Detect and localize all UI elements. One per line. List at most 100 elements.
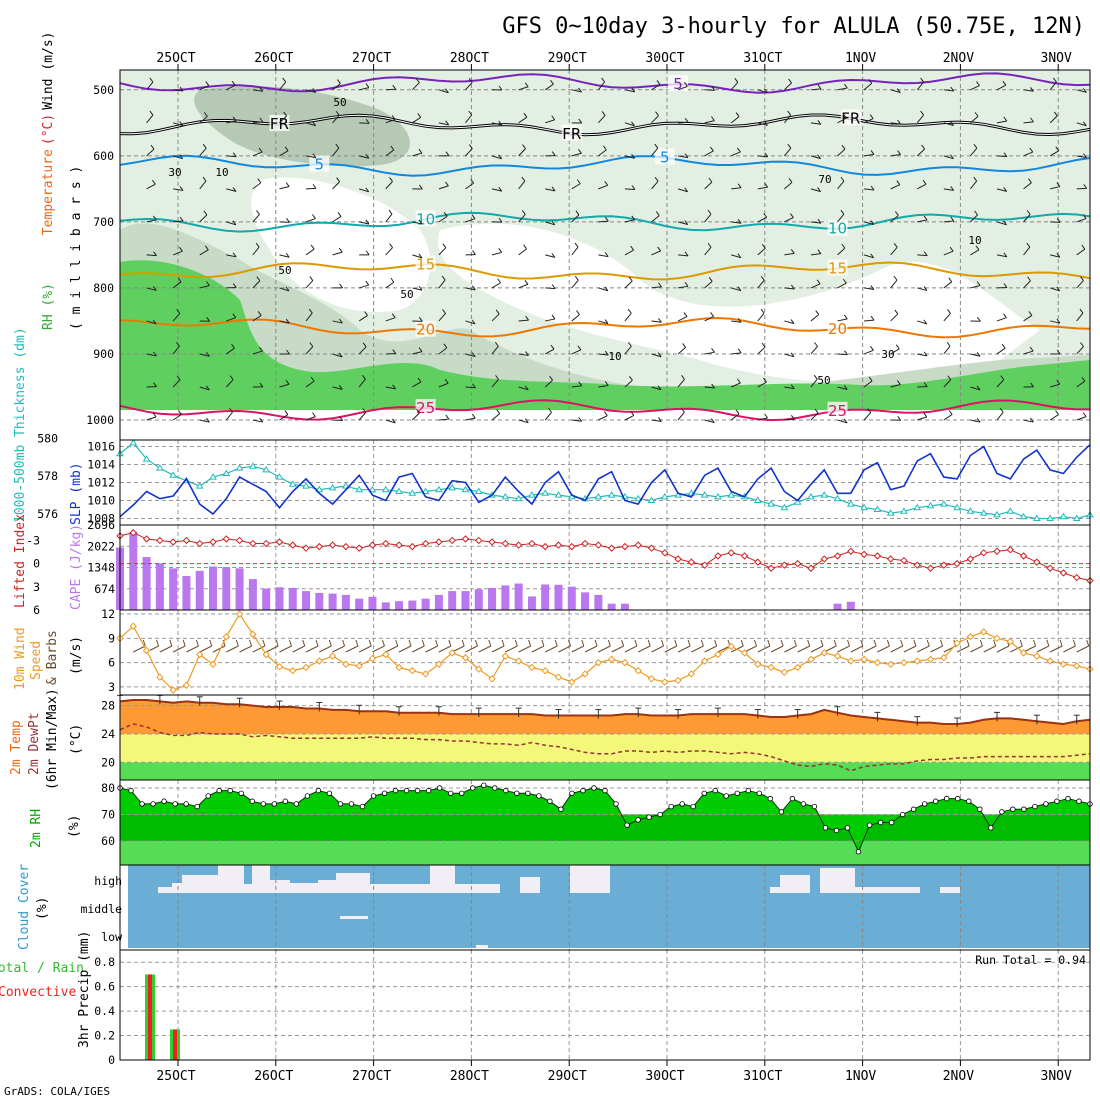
wind-barb	[651, 250, 661, 256]
wind-barb	[518, 180, 526, 190]
wind-barb-flag	[1028, 311, 1033, 316]
isotherm-label: 5	[315, 155, 325, 173]
wind-barb-flag	[524, 385, 529, 391]
li-marker	[461, 535, 470, 543]
wind-speed-marker	[501, 652, 510, 660]
surface-wind-barb	[1049, 645, 1063, 653]
thickness-marker	[342, 482, 350, 489]
rh-marker	[392, 787, 399, 794]
surface-wind-barb	[292, 645, 305, 653]
li-marker	[196, 539, 204, 548]
surface-wind-barb	[358, 645, 372, 653]
wind-barb-flag	[392, 349, 397, 354]
rh-marker	[921, 801, 928, 807]
thickness-marker	[275, 473, 284, 480]
wind-barb-flag	[1029, 147, 1034, 153]
li-marker	[262, 539, 270, 548]
wind-barb-flag	[683, 312, 688, 317]
wind-barb	[943, 379, 952, 388]
wind-barb-flag	[232, 252, 237, 258]
rh-marker	[1076, 798, 1082, 804]
surface-wind-barb	[412, 645, 425, 653]
y-tick-left: -3	[26, 533, 40, 547]
surface-wind-barb-flag	[1046, 639, 1050, 647]
band-below-60	[120, 841, 1090, 865]
high-cloud-gap	[410, 884, 430, 893]
wind-barb	[279, 414, 289, 421]
cape-bar	[567, 586, 576, 610]
surface-wind-barb	[425, 645, 438, 653]
wind-barb-flag	[655, 111, 659, 117]
high-cloud-gap	[520, 877, 540, 893]
surface-wind-barb-flag	[275, 639, 279, 647]
wind-barb	[810, 346, 818, 355]
wind-barb	[571, 349, 582, 355]
wind-barb-flag	[790, 284, 795, 290]
thickness-marker	[979, 509, 988, 516]
wind-barb-flag	[843, 83, 848, 89]
wind-barb-flag	[205, 81, 210, 86]
wind-speed-marker	[395, 663, 403, 672]
rh-marker	[492, 785, 498, 791]
wind-barb-flag	[975, 245, 980, 251]
wind-barb	[1076, 89, 1087, 93]
wind-barb	[810, 253, 821, 256]
wind-barb-flag	[551, 220, 556, 226]
wind-barb-flag	[417, 113, 422, 118]
high-cloud-gap	[455, 884, 500, 893]
surface-wind-barb	[518, 645, 531, 653]
thickness-marker	[886, 509, 895, 516]
wind-barb-flag	[337, 79, 341, 84]
contour-label-bg	[415, 399, 436, 416]
wind-barb-flag	[684, 82, 688, 87]
wind-barb	[597, 81, 605, 91]
surface-wind-barb	[863, 645, 877, 653]
wind-barb	[651, 147, 659, 157]
rh-marker	[359, 803, 366, 810]
li-marker	[780, 561, 789, 569]
wind-speed-marker	[727, 642, 735, 651]
wind-barb-flag	[893, 275, 898, 281]
wind-barb-flag	[551, 253, 556, 258]
thickness-marker	[355, 485, 364, 493]
wind-barb-flag	[790, 319, 795, 324]
wind-barb	[837, 247, 846, 256]
rh-marker	[172, 801, 178, 807]
wind-barb-flag	[841, 243, 846, 249]
wind-barb-flag	[788, 178, 793, 183]
wind-barb-flag	[737, 147, 741, 153]
wind-barb	[1076, 155, 1087, 159]
cape-bar	[408, 600, 417, 610]
thickness-marker	[1006, 507, 1015, 514]
wind-barb	[784, 217, 794, 223]
high-cloud-gap	[182, 875, 218, 893]
date-label-top: 25OCT	[156, 51, 195, 66]
wind-barb	[863, 221, 874, 226]
wind-barb-flag	[362, 408, 367, 413]
surface-wind-barb-flag	[421, 639, 425, 647]
wind-barb-flag	[763, 213, 768, 218]
thickness-marker	[435, 485, 443, 493]
wind-barb	[438, 215, 448, 223]
y-axis-label: 2m RH	[29, 809, 44, 848]
wind-barb-flag	[658, 417, 662, 422]
wind-barb-flag	[787, 143, 792, 149]
wind-barb-flag	[471, 352, 476, 357]
y-tick-label: 800	[93, 281, 114, 295]
wind-barb-flag	[1082, 412, 1087, 417]
surface-wind-barb	[319, 645, 332, 653]
wind-barb	[890, 246, 898, 256]
y-axis-label: (m/s)	[69, 636, 84, 675]
wind-barb-flag	[604, 381, 609, 386]
rh-contour-label: 30	[168, 166, 181, 179]
li-marker	[807, 564, 815, 572]
wind-barb	[465, 386, 476, 389]
cape-bar	[288, 587, 297, 610]
wind-barb	[1050, 186, 1060, 190]
wind-barb-flag	[894, 309, 899, 315]
wind-barb	[279, 115, 288, 124]
wind-barb	[412, 287, 423, 291]
wind-barb	[890, 279, 898, 289]
wind-barb-flag	[551, 115, 556, 121]
rh-contour-label: 50	[333, 96, 346, 109]
